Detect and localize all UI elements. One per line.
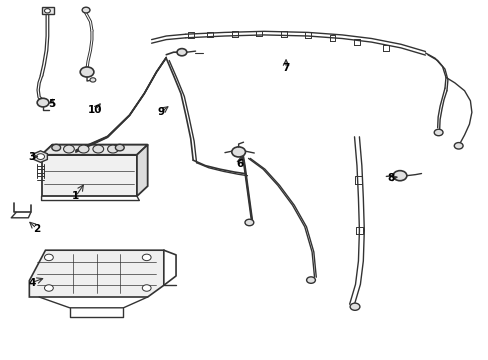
Circle shape: [433, 129, 442, 136]
Circle shape: [142, 254, 151, 261]
Circle shape: [37, 154, 44, 159]
Circle shape: [177, 49, 186, 56]
Text: 5: 5: [48, 99, 55, 109]
Circle shape: [392, 171, 406, 181]
Circle shape: [244, 219, 253, 226]
Circle shape: [63, 145, 74, 153]
Polygon shape: [34, 151, 47, 162]
Text: 9: 9: [158, 107, 164, 117]
Circle shape: [44, 254, 53, 261]
Circle shape: [82, 7, 90, 13]
Circle shape: [349, 303, 359, 310]
Circle shape: [107, 145, 118, 153]
Circle shape: [44, 9, 50, 13]
Circle shape: [90, 78, 96, 82]
Circle shape: [80, 67, 94, 77]
Text: 3: 3: [28, 152, 35, 162]
Circle shape: [306, 277, 315, 283]
Circle shape: [142, 285, 151, 291]
Circle shape: [52, 144, 61, 151]
Circle shape: [93, 145, 103, 153]
Text: 4: 4: [28, 278, 36, 288]
Text: 1: 1: [72, 191, 79, 201]
Polygon shape: [29, 250, 163, 297]
Text: 10: 10: [88, 105, 102, 115]
Circle shape: [115, 144, 124, 151]
Text: 6: 6: [236, 159, 243, 169]
Bar: [41, 7, 54, 14]
Circle shape: [37, 98, 49, 107]
Circle shape: [44, 285, 53, 291]
Circle shape: [453, 143, 462, 149]
Text: 2: 2: [33, 224, 40, 234]
Polygon shape: [41, 145, 147, 155]
Circle shape: [231, 147, 245, 157]
Text: 7: 7: [282, 63, 289, 73]
Bar: [41, 155, 137, 196]
Text: 8: 8: [387, 173, 394, 183]
Circle shape: [78, 145, 89, 153]
Polygon shape: [137, 145, 147, 196]
